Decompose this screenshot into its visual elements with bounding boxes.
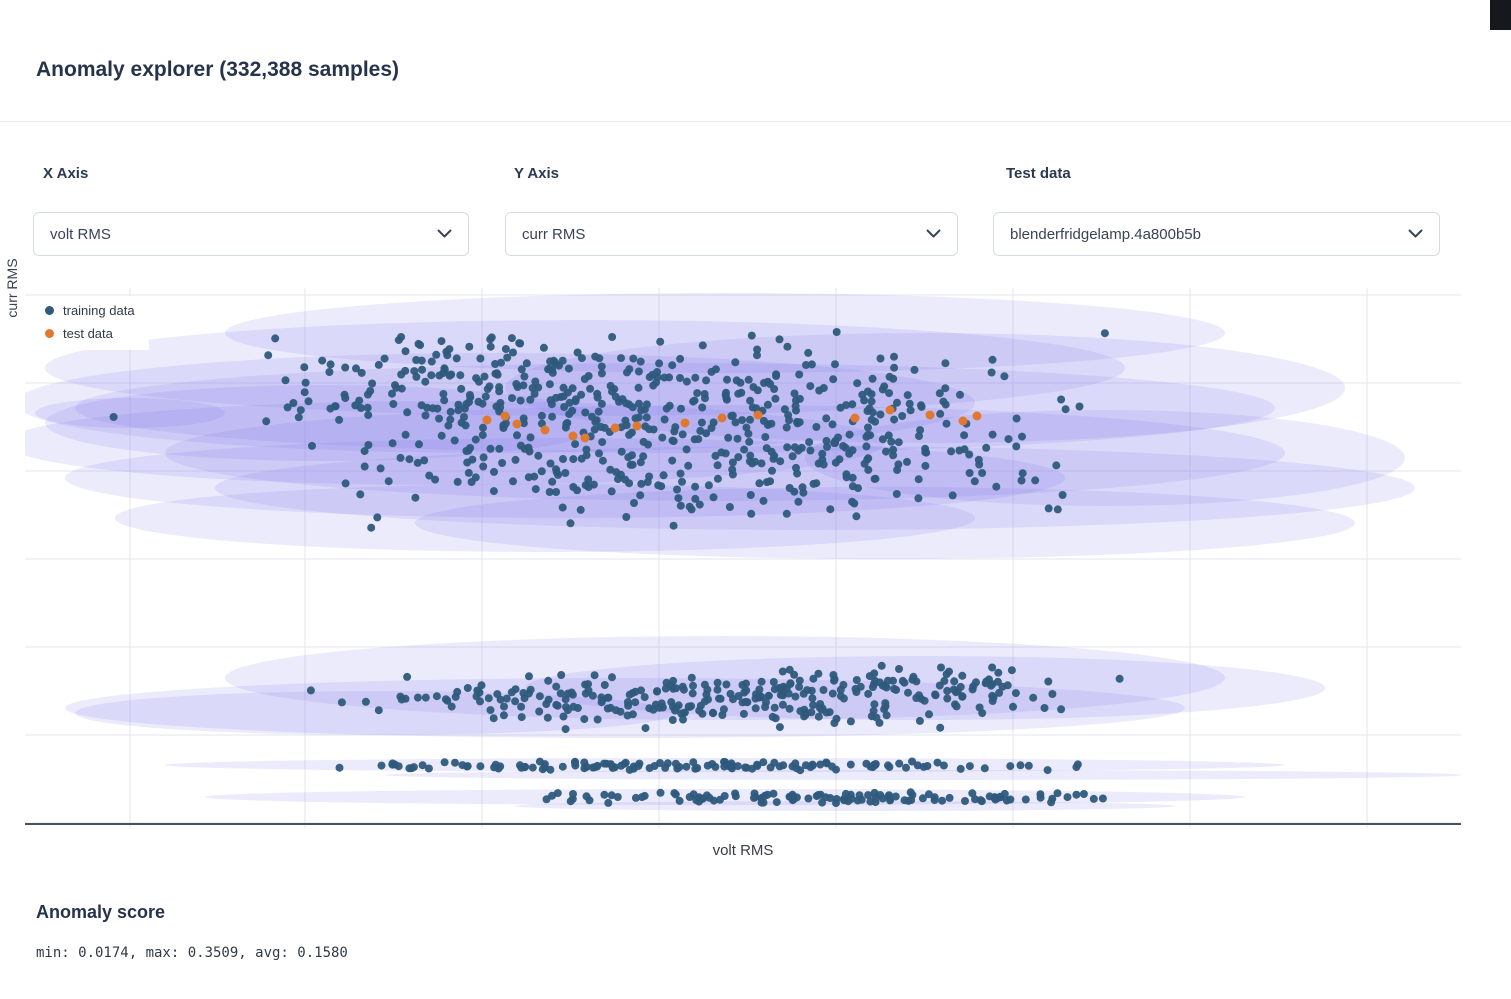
screen-corner-artifact xyxy=(1490,0,1511,30)
chart-x-axis-title: volt RMS xyxy=(712,842,774,859)
y-axis-label: Y Axis xyxy=(514,165,560,182)
page-title: Anomaly explorer (332,388 samples) xyxy=(36,58,400,81)
chart-y-axis-title: curr RMS xyxy=(4,258,20,318)
header-divider xyxy=(0,121,1511,122)
chevron-down-icon xyxy=(926,229,941,239)
legend-label-test: test data xyxy=(63,326,113,341)
legend-item-training: training data xyxy=(45,304,135,317)
test-data-select[interactable]: blenderfridgelamp.4a800b5b xyxy=(993,212,1440,256)
x-axis-select-value: volt RMS xyxy=(50,225,111,243)
anomaly-scatter-chart: training data test data xyxy=(25,288,1461,828)
y-axis-select-value: curr RMS xyxy=(522,225,586,243)
anomaly-scatter-svg[interactable] xyxy=(25,288,1461,828)
chevron-down-icon xyxy=(437,229,452,239)
anomaly-score-heading: Anomaly score xyxy=(36,902,166,922)
chart-legend: training data test data xyxy=(35,296,149,350)
test-data-select-value: blenderfridgelamp.4a800b5b xyxy=(1010,225,1201,243)
legend-label-training: training data xyxy=(63,303,135,318)
x-axis-select[interactable]: volt RMS xyxy=(33,212,469,256)
legend-item-test: test data xyxy=(45,327,135,340)
anomaly-score-stats: min: 0.0174, max: 0.3509, avg: 0.1580 xyxy=(36,945,348,961)
test-data-dot-icon xyxy=(45,329,54,338)
y-axis-select[interactable]: curr RMS xyxy=(505,212,958,256)
x-axis-label: X Axis xyxy=(43,165,89,182)
test-data-label: Test data xyxy=(1006,165,1071,182)
chevron-down-icon xyxy=(1408,229,1423,239)
training-data-dot-icon xyxy=(45,306,54,315)
